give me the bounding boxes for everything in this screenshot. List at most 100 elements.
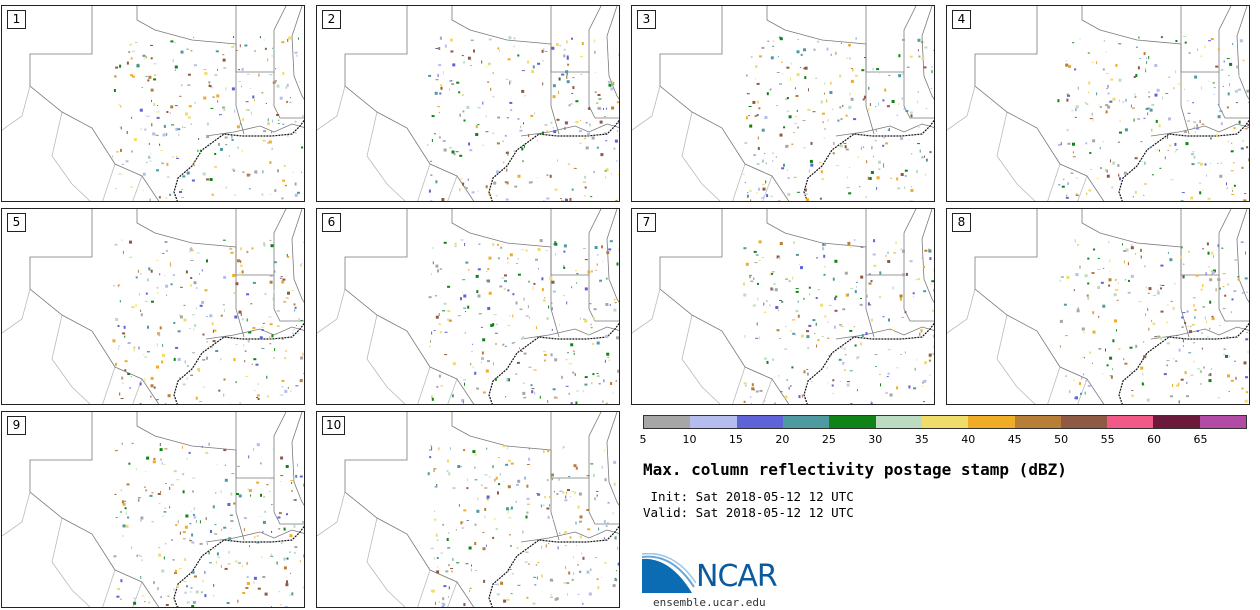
reflectivity-echo bbox=[153, 386, 156, 389]
reflectivity-echo bbox=[233, 502, 236, 505]
reflectivity-echo bbox=[606, 277, 608, 280]
reflectivity-echo bbox=[488, 476, 491, 478]
reflectivity-echo bbox=[484, 515, 486, 519]
reflectivity-echo bbox=[882, 144, 885, 147]
reflectivity-echo bbox=[874, 140, 877, 142]
reflectivity-echo bbox=[138, 498, 140, 502]
reflectivity-echo bbox=[1226, 336, 1229, 338]
reflectivity-echo bbox=[512, 573, 514, 575]
reflectivity-echo bbox=[1248, 101, 1249, 103]
reflectivity-echo bbox=[1105, 110, 1108, 114]
reflectivity-echo bbox=[257, 383, 259, 385]
reflectivity-echo bbox=[1193, 121, 1197, 124]
reflectivity-echo bbox=[792, 319, 796, 321]
reflectivity-echo bbox=[244, 350, 247, 352]
reflectivity-echo bbox=[1145, 286, 1147, 289]
reflectivity-echo bbox=[1114, 319, 1117, 323]
reflectivity-echo bbox=[280, 475, 284, 477]
reflectivity-echo bbox=[744, 335, 746, 338]
reflectivity-echo bbox=[1223, 353, 1225, 356]
reflectivity-echo bbox=[246, 582, 250, 585]
reflectivity-echo bbox=[206, 341, 209, 343]
reflectivity-echo bbox=[1122, 243, 1123, 246]
reflectivity-echo bbox=[298, 37, 299, 40]
reflectivity-echo bbox=[487, 307, 491, 310]
reflectivity-echo bbox=[770, 56, 774, 60]
reflectivity-echo bbox=[189, 540, 193, 542]
reflectivity-echo bbox=[528, 280, 530, 283]
reflectivity-echo bbox=[143, 354, 145, 356]
reflectivity-echo bbox=[487, 360, 490, 363]
reflectivity-echo bbox=[496, 195, 498, 197]
reflectivity-echo bbox=[530, 181, 533, 184]
colorbar-tick-label: 45 bbox=[1007, 433, 1022, 446]
reflectivity-echo bbox=[488, 256, 492, 260]
reflectivity-echo bbox=[592, 373, 595, 376]
reflectivity-echo bbox=[504, 280, 507, 283]
reflectivity-echo bbox=[456, 562, 460, 564]
reflectivity-echo bbox=[452, 362, 456, 366]
reflectivity-echo bbox=[869, 103, 871, 106]
reflectivity-echo bbox=[590, 568, 592, 571]
reflectivity-echo bbox=[225, 144, 228, 146]
reflectivity-echo bbox=[140, 519, 142, 522]
reflectivity-echo bbox=[556, 493, 559, 495]
reflectivity-echo bbox=[139, 382, 142, 386]
reflectivity-echo bbox=[494, 377, 497, 381]
member-panel-3: 3 bbox=[631, 5, 935, 202]
reflectivity-echo bbox=[756, 114, 759, 117]
reflectivity-echo bbox=[786, 97, 789, 99]
reflectivity-echo bbox=[201, 445, 203, 448]
reflectivity-echo bbox=[112, 155, 114, 158]
reflectivity-echo bbox=[164, 507, 166, 509]
reflectivity-echo bbox=[147, 325, 149, 329]
reflectivity-echo bbox=[459, 113, 461, 117]
state-boundary bbox=[344, 6, 475, 201]
reflectivity-echo bbox=[604, 537, 606, 540]
reflectivity-echo bbox=[604, 170, 607, 172]
reflectivity-echo bbox=[1231, 142, 1233, 144]
reflectivity-echo bbox=[175, 524, 178, 526]
reflectivity-echo bbox=[535, 258, 538, 261]
reflectivity-echo bbox=[157, 607, 159, 608]
reflectivity-echo bbox=[1232, 43, 1234, 46]
reflectivity-echo bbox=[563, 266, 566, 269]
reflectivity-echo bbox=[436, 570, 440, 574]
reflectivity-echo bbox=[879, 71, 881, 74]
reflectivity-echo bbox=[548, 305, 550, 309]
reflectivity-echo bbox=[610, 87, 614, 91]
reflectivity-echo bbox=[441, 605, 444, 607]
reflectivity-echo bbox=[555, 597, 559, 601]
reflectivity-echo bbox=[876, 68, 880, 71]
reflectivity-echo bbox=[1118, 78, 1122, 82]
reflectivity-echo bbox=[528, 134, 530, 138]
reflectivity-echo bbox=[823, 137, 825, 139]
reflectivity-echo bbox=[573, 464, 577, 468]
reflectivity-echo bbox=[1193, 155, 1196, 159]
reflectivity-echo bbox=[126, 131, 128, 134]
border-line bbox=[366, 314, 406, 404]
reflectivity-echo bbox=[563, 582, 566, 584]
reflectivity-echo bbox=[547, 399, 549, 403]
reflectivity-echo bbox=[501, 277, 505, 279]
reflectivity-echo bbox=[1100, 281, 1104, 284]
reflectivity-echo bbox=[750, 280, 754, 282]
colorbar-tick-label: 25 bbox=[821, 433, 836, 446]
reflectivity-echo bbox=[554, 358, 558, 362]
reflectivity-echo bbox=[150, 57, 153, 60]
reflectivity-echo bbox=[253, 536, 256, 539]
reflectivity-echo bbox=[1075, 105, 1079, 109]
reflectivity-echo bbox=[1124, 279, 1126, 281]
reflectivity-echo bbox=[1160, 287, 1162, 290]
reflectivity-echo bbox=[1125, 98, 1127, 102]
reflectivity-echo bbox=[227, 503, 231, 506]
reflectivity-echo bbox=[1072, 151, 1074, 154]
reflectivity-echo bbox=[1134, 190, 1137, 194]
reflectivity-echo bbox=[234, 315, 238, 319]
reflectivity-echo bbox=[177, 520, 179, 524]
reflectivity-echo bbox=[463, 294, 467, 298]
reflectivity-echo bbox=[1201, 332, 1203, 334]
reflectivity-echo bbox=[1209, 327, 1211, 330]
reflectivity-echo bbox=[464, 382, 465, 386]
reflectivity-echo bbox=[146, 351, 150, 353]
